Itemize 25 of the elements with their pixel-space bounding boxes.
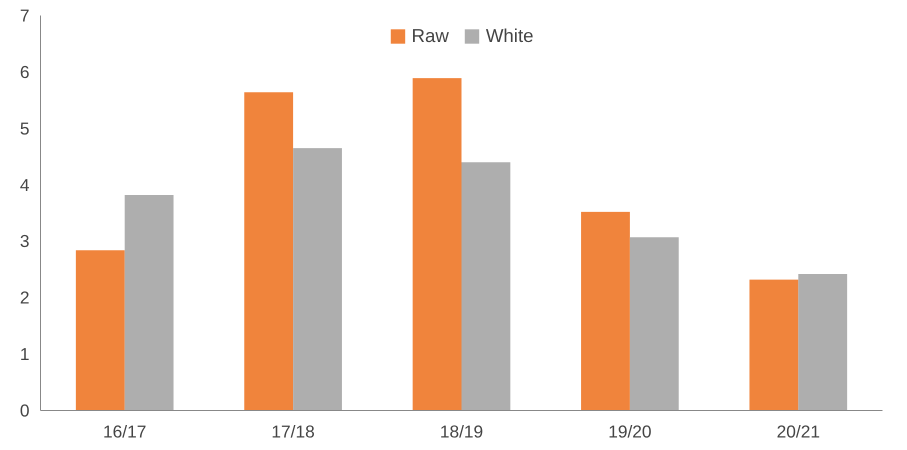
legend-label: White bbox=[486, 25, 534, 47]
bar bbox=[293, 148, 342, 410]
bar bbox=[798, 274, 848, 410]
bar bbox=[76, 250, 125, 410]
legend-label: Raw bbox=[411, 25, 449, 47]
bar bbox=[244, 92, 294, 410]
y-tick-label: 3 bbox=[20, 231, 30, 252]
bar bbox=[124, 194, 174, 410]
y-tick-label: 7 bbox=[20, 6, 30, 26]
y-tick-label: 1 bbox=[20, 344, 30, 364]
y-tick-label: 4 bbox=[20, 174, 30, 195]
x-tick-label: 20/21 bbox=[776, 422, 820, 442]
y-tick-label: 5 bbox=[20, 118, 30, 138]
bar bbox=[749, 280, 798, 410]
bar bbox=[581, 212, 630, 410]
bar bbox=[462, 162, 510, 410]
y-tick-label: 2 bbox=[20, 288, 30, 308]
x-tick-label: 18/19 bbox=[440, 422, 484, 442]
bar bbox=[630, 237, 679, 410]
x-tick-label: 17/18 bbox=[271, 422, 315, 442]
y-tick-label: 6 bbox=[20, 62, 30, 82]
x-tick-label: 19/20 bbox=[608, 422, 652, 442]
bar bbox=[412, 78, 462, 410]
y-tick-label: 0 bbox=[20, 400, 30, 420]
x-tick-label: 16/17 bbox=[103, 422, 146, 442]
